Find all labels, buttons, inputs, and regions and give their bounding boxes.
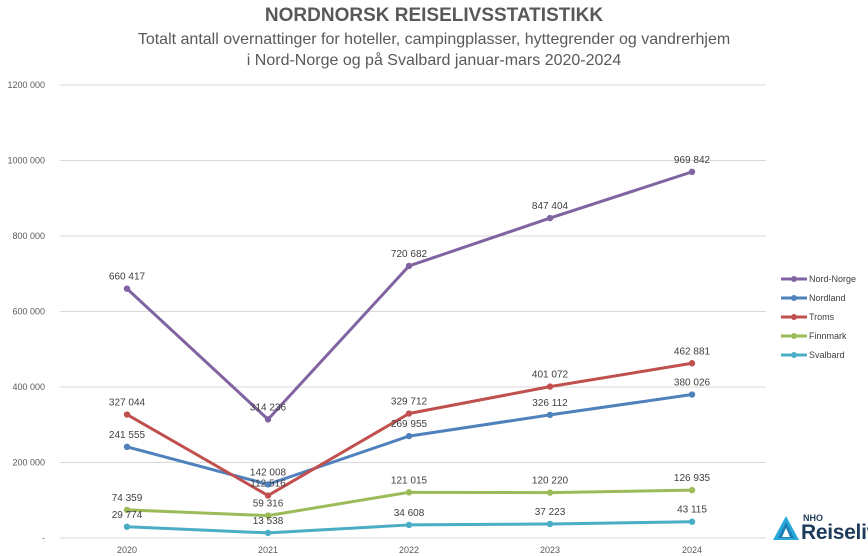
- data-label: 720 682: [391, 249, 428, 260]
- data-label: 380 026: [674, 378, 711, 389]
- gridlines: [60, 84, 766, 539]
- x-axis-ticks: 2020 2021 2022 2023 2024: [117, 545, 702, 555]
- data-label: 847 404: [532, 201, 569, 212]
- y-tick-label: 1000 000: [7, 156, 45, 166]
- chart-subtitle-line-1: Totalt antall overnattinger for hoteller…: [137, 31, 731, 48]
- y-tick-label: 1200 000: [7, 80, 45, 90]
- data-point: [688, 168, 696, 176]
- data-point: [688, 391, 696, 398]
- legend-label: Troms: [809, 312, 835, 322]
- data-label: 401 072: [532, 370, 569, 381]
- data-point: [264, 481, 272, 488]
- data-label: 59 316: [253, 499, 284, 510]
- x-tick-label: 2022: [399, 545, 419, 555]
- legend-label: Nordland: [809, 293, 846, 303]
- data-label: 74 359: [112, 493, 143, 504]
- data-point: [123, 285, 131, 292]
- y-tick-label: 200 000: [12, 458, 45, 468]
- legend: Nord-Norge Nordland Troms Finnmark Svalbard: [781, 274, 856, 360]
- legend-marker: [791, 314, 797, 320]
- y-tick-label: 800 000: [12, 231, 45, 241]
- data-point: [123, 523, 131, 530]
- data-point: [123, 443, 131, 451]
- data-point: [405, 432, 413, 440]
- data-point: [546, 214, 554, 222]
- data-point: [546, 383, 554, 390]
- legend-marker: [791, 295, 797, 301]
- x-tick-label: 2020: [117, 545, 137, 555]
- nho-reiseliv-logo: NHO Reiseliv: [771, 512, 868, 546]
- y-axis-ticks: 1200 000 1000 000 800 000 600 000 400 000 200…: [7, 80, 45, 543]
- data-label: 326 112: [532, 398, 568, 409]
- data-label: 660 417: [109, 272, 146, 283]
- data-point: [123, 506, 131, 514]
- data-label: 142 008: [250, 467, 287, 478]
- data-label: 112 516: [250, 479, 286, 490]
- data-point: [688, 360, 696, 367]
- data-label: 37 223: [535, 507, 566, 518]
- brand-name: Reiseliv: [801, 521, 868, 544]
- data-label: 329 712: [391, 397, 428, 408]
- legend-marker: [791, 276, 797, 282]
- x-tick-label: 2023: [540, 545, 560, 555]
- data-point: [546, 411, 554, 419]
- x-tick-label: 2021: [258, 545, 278, 555]
- chart-title: NORDNORSK REISELIVSSTATISTIKK: [264, 5, 604, 26]
- legend-marker: [791, 352, 797, 358]
- data-point: [405, 262, 413, 270]
- data-point: [123, 411, 131, 418]
- data-labels: 660 417 314 236 720 682 847 404 969 842 241 5…: [109, 155, 711, 527]
- brand-small-text: NHO: [803, 513, 823, 523]
- legend-label: Svalbard: [809, 350, 845, 360]
- chart-subtitle-line-2: i Nord-Norge og på Svalbard januar-mars …: [246, 52, 622, 69]
- data-point: [546, 489, 554, 496]
- data-label: 120 220: [532, 476, 569, 487]
- data-point: [264, 512, 272, 519]
- data-point: [264, 416, 272, 423]
- series-lines: [123, 168, 696, 537]
- data-point: [264, 492, 272, 499]
- data-label: 969 842: [674, 155, 711, 166]
- data-point: [688, 518, 696, 525]
- data-label: 121 015: [391, 475, 428, 486]
- data-label: 43 115: [677, 505, 707, 516]
- data-point: [688, 486, 696, 494]
- data-label: 29 774: [112, 510, 143, 521]
- series-line-nordland: [126, 393, 693, 486]
- y-tick-label: -: [42, 533, 45, 543]
- legend-marker: [791, 333, 797, 339]
- series-line-nord-norge: [125, 170, 693, 421]
- data-point: [264, 529, 272, 537]
- y-tick-label: 600 000: [12, 307, 45, 317]
- data-point: [405, 521, 413, 529]
- y-tick-label: 400 000: [12, 382, 45, 392]
- legend-label: Nord-Norge: [809, 274, 856, 284]
- data-label: 327 044: [109, 398, 146, 409]
- data-label: 314 236: [250, 402, 287, 413]
- data-label: 13 538: [253, 516, 284, 527]
- data-label: 269 955: [391, 419, 428, 430]
- data-point: [405, 410, 413, 417]
- data-label: 241 555: [109, 430, 146, 441]
- legend-label: Finnmark: [809, 331, 847, 341]
- data-point: [546, 520, 554, 528]
- data-label: 34 608: [394, 508, 425, 519]
- nho-logo-icon: [773, 516, 799, 540]
- data-label: 126 935: [674, 473, 711, 484]
- x-tick-label: 2024: [682, 545, 702, 555]
- data-point: [405, 489, 413, 496]
- data-label: 462 881: [674, 346, 711, 357]
